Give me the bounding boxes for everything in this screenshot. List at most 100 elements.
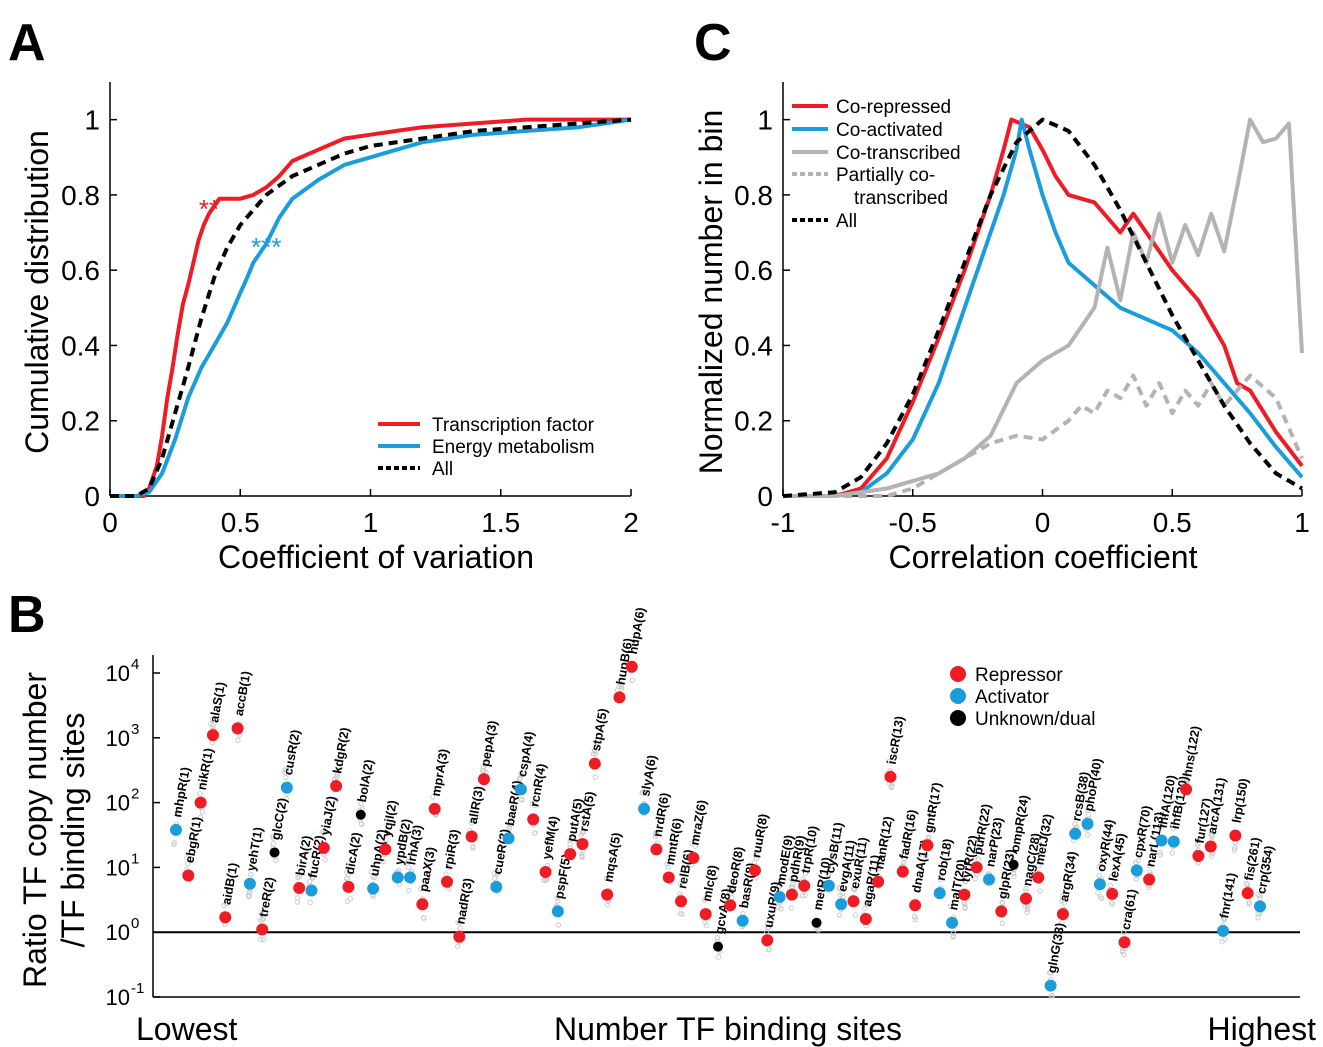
tf-point-exur-11 <box>847 895 860 908</box>
bootstrap-point <box>223 900 229 907</box>
bootstrap-point <box>592 774 599 780</box>
tf-label: mhpR(1) <box>170 766 193 818</box>
tf-label: slyA(6) <box>638 754 659 797</box>
tf-point-cspa-4 <box>514 783 527 796</box>
bootstrap-point <box>567 837 573 843</box>
bootstrap-point <box>319 829 325 835</box>
tf-label: phoP(40) <box>1082 757 1105 812</box>
bootstrap-point <box>518 796 524 803</box>
bootstrap-point <box>507 821 514 827</box>
bootstrap-point <box>283 774 289 781</box>
panel-c-x-label: Correlation coefficient <box>889 539 1198 575</box>
bootstrap-point <box>333 797 339 803</box>
tf-point-rcsb-38 <box>1069 827 1082 840</box>
panel-b-points: mhpR(1)ebgR(1) nikR(1) alaS(1) aidB(1) accB(… <box>170 606 1276 992</box>
bootstrap-point <box>283 796 289 802</box>
bootstrap-point <box>947 903 953 909</box>
bootstrap-point <box>703 922 710 929</box>
bootstrap-point <box>1232 845 1238 851</box>
bootstrap-point <box>961 901 968 908</box>
legend-label: Partially co- <box>836 165 935 186</box>
tf-label: bolA(2) <box>355 758 376 803</box>
tf-label: rstA(5) <box>577 790 598 832</box>
legend-label: Energy metabolism <box>432 437 595 458</box>
tf-label: mprA(3) <box>429 748 451 798</box>
y-tick-exponent: 0 <box>131 915 139 932</box>
bootstrap-point <box>1023 885 1029 892</box>
panel-c-legend: Co-repressedCo-activatedCo-transcribedPa… <box>792 97 961 232</box>
bootstrap-point <box>1059 893 1066 900</box>
bootstrap-point <box>1184 776 1190 783</box>
bootstrap-point <box>888 783 895 789</box>
legend-label: Repressor <box>975 665 1063 686</box>
panel-b-x-label-highest: Highest <box>1208 1011 1317 1047</box>
tf-label: rcnR(4) <box>527 762 548 808</box>
x-tick-label: -1 <box>771 507 796 538</box>
bootstrap-point <box>692 837 698 843</box>
tf-point-cpxr-70 <box>1130 864 1143 877</box>
y-tick-label: 0.4 <box>734 330 773 361</box>
panel-c-series <box>782 117 1304 498</box>
tf-point-narl-113 <box>1143 873 1156 886</box>
y-tick-label: 10 <box>106 920 130 945</box>
bootstrap-point <box>950 933 956 939</box>
tf-label: cra(61) <box>1119 888 1140 931</box>
bootstrap-point <box>420 915 427 921</box>
bootstrap-point <box>974 848 980 854</box>
tf-point-bira-2 <box>293 882 306 895</box>
y-tick-exponent: 3 <box>131 721 139 738</box>
bootstrap-point <box>457 925 464 932</box>
bootstrap-point <box>470 843 476 850</box>
bootstrap-point <box>925 834 932 840</box>
series-line-co-repressed <box>783 117 1304 498</box>
panel-c-y-ticks: 0 0.2 0.4 0.6 0.8 1 <box>734 105 790 512</box>
bootstrap-point <box>209 716 216 723</box>
bootstrap-point <box>950 930 957 936</box>
bootstrap-point <box>259 917 266 923</box>
tf-point-fadr-16 <box>896 865 909 878</box>
bootstrap-point <box>715 954 722 960</box>
bootstrap-point <box>763 929 770 935</box>
tf-point-nadr-3 <box>453 930 466 943</box>
y-tick-label: 10 <box>106 726 130 751</box>
bootstrap-point <box>506 826 512 832</box>
bootstrap-point <box>999 899 1005 906</box>
tf-point-pepa-3 <box>477 773 490 786</box>
bootstrap-point <box>171 839 177 846</box>
x-tick-label: -0.5 <box>889 507 937 538</box>
tf-label: metJ(32) <box>1032 813 1055 866</box>
bootstrap-point <box>862 905 868 912</box>
bootstrap-point <box>174 811 181 818</box>
panel-a-series <box>110 117 632 498</box>
bootstrap-point <box>307 899 313 906</box>
y-tick-exponent: -1 <box>131 980 144 997</box>
bootstrap-point <box>261 936 267 943</box>
tf-point-cra-61 <box>1118 936 1131 949</box>
y-tick-exponent: 4 <box>131 656 139 673</box>
bootstrap-point <box>788 876 795 882</box>
bootstrap-point <box>1169 850 1176 856</box>
bootstrap-point <box>1059 919 1065 926</box>
bootstrap-point <box>729 885 735 891</box>
bootstrap-point <box>590 751 596 757</box>
bootstrap-point <box>664 861 670 867</box>
tf-point-allr-3 <box>465 830 478 843</box>
bootstrap-point <box>405 858 411 865</box>
panel-letter-a: A <box>8 14 46 72</box>
bootstrap-point <box>380 858 387 865</box>
bootstrap-point <box>198 782 204 788</box>
bootstrap-point <box>406 887 412 894</box>
tf-point-mntr-6 <box>662 871 675 884</box>
x-tick-label: 1 <box>363 507 379 538</box>
tf-point-bola-2 <box>355 809 366 820</box>
bootstrap-point <box>788 905 795 911</box>
tf-label: lrhA(3) <box>404 824 425 866</box>
tf-point-lexa-45 <box>1106 887 1119 900</box>
tf-point-fis-261 <box>1241 887 1254 900</box>
tf-point-stpa-5 <box>588 757 601 770</box>
tf-point-iscr-13 <box>884 770 897 783</box>
y-tick-label: 0.2 <box>734 406 773 437</box>
bootstrap-point <box>245 892 252 898</box>
bootstrap-point <box>1121 929 1127 935</box>
significance-marker: ** <box>199 194 219 224</box>
